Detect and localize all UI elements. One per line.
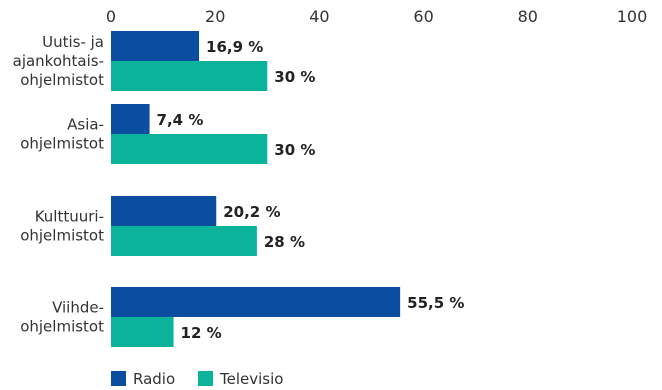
data-label: 7,4 % <box>157 111 204 129</box>
legend-label: Radio <box>133 370 175 388</box>
x-tick-label: 80 <box>518 7 538 26</box>
x-axis-ticks: 0 20 40 60 80 100 <box>106 7 647 26</box>
legend-label: Televisio <box>219 370 283 388</box>
x-tick-label: 0 <box>106 7 116 26</box>
data-label: 12 % <box>181 324 222 342</box>
bars <box>111 31 401 347</box>
x-tick-label: 20 <box>205 7 225 26</box>
data-label: 20,2 % <box>223 203 280 221</box>
x-tick-label: 100 <box>617 7 648 26</box>
bar-radio <box>111 196 217 226</box>
data-label: 30 % <box>274 141 315 159</box>
bar-televisio <box>111 134 268 164</box>
legend-swatch <box>198 371 213 386</box>
data-label: 30 % <box>274 68 315 86</box>
data-label: 28 % <box>264 233 305 251</box>
bar-televisio <box>111 317 174 347</box>
bar-radio <box>111 104 150 134</box>
category-label: Asia-ohjelmistot <box>20 116 104 153</box>
category-label: Kulttuuri-ohjelmistot <box>20 208 104 245</box>
x-tick-label: 60 <box>413 7 433 26</box>
category-label: Uutis- ja ajankohtais-ohjelmistot <box>13 33 104 89</box>
data-labels: 16,9 % 30 % 7,4 % 30 % 20,2 % 28 % 55,5 % 12 % <box>157 38 465 342</box>
data-label: 16,9 % <box>206 38 263 56</box>
data-label: 55,5 % <box>407 294 464 312</box>
bar-radio <box>111 31 200 61</box>
bar-televisio <box>111 226 257 256</box>
bar-radio <box>111 287 401 317</box>
x-tick-label: 40 <box>309 7 329 26</box>
bar-televisio <box>111 61 268 91</box>
category-label: Viihde-ohjelmistot <box>20 299 104 336</box>
legend: Radio Televisio <box>111 370 283 388</box>
category-labels: Uutis- ja ajankohtais-ohjelmistot Asia-ohj… <box>13 33 104 336</box>
legend-swatch <box>111 371 126 386</box>
